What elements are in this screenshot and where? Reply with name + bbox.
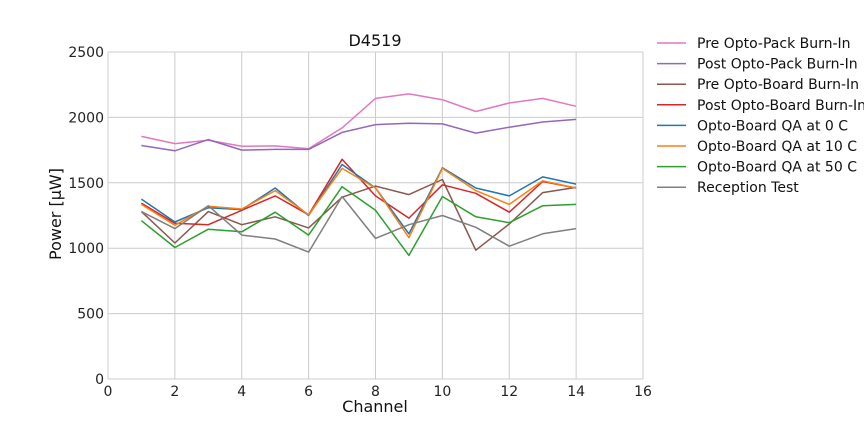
y-tick-label: 1500 [68, 176, 104, 192]
y-tick-label: 1000 [68, 241, 104, 257]
y-tick-label: 2500 [68, 45, 104, 61]
series-lines [140, 93, 577, 257]
series-line-2 [140, 178, 577, 251]
legend-label: Reception Test [697, 180, 799, 196]
series-line-7 [141, 195, 577, 253]
legend-label: Opto-Board QA at 0 C [697, 118, 848, 134]
y-axis-title: Power [μW] [46, 168, 65, 260]
chart-title: D4519 [348, 31, 401, 50]
x-axis-title: Channel [342, 397, 408, 416]
x-tick-label: 0 [104, 384, 113, 400]
y-tick-label: 500 [77, 307, 104, 323]
x-tick-label: 14 [567, 384, 585, 400]
series-line-6 [140, 185, 577, 257]
series-line-4 [140, 163, 577, 235]
x-tick-label: 16 [634, 384, 652, 400]
tick-labels: 0 2 4 6 8 10 12 14 16 0 500 1000 1500 2000 2500 [68, 45, 652, 400]
legend-label: Post Opto-Board Burn-In [697, 98, 864, 114]
legend: Pre Opto-Pack Burn-In Post Opto-Pack Burn… [657, 36, 864, 196]
legend-label: Pre Opto-Board Burn-In [697, 77, 859, 93]
x-tick-label: 4 [237, 384, 246, 400]
x-tick-label: 12 [500, 384, 518, 400]
x-tick-label: 6 [304, 384, 313, 400]
series-line-1 [141, 118, 577, 152]
x-tick-label: 8 [371, 384, 380, 400]
y-tick-label: 0 [95, 372, 104, 388]
x-tick-label: 2 [170, 384, 179, 400]
x-tick-label: 10 [433, 384, 451, 400]
legend-label: Opto-Board QA at 50 C [697, 160, 857, 176]
legend-label: Opto-Board QA at 10 C [697, 139, 857, 155]
legend-label: Post Opto-Pack Burn-In [697, 57, 858, 73]
legend-label: Pre Opto-Pack Burn-In [697, 36, 851, 52]
series-line-5 [141, 167, 577, 239]
y-tick-label: 2000 [68, 110, 104, 126]
